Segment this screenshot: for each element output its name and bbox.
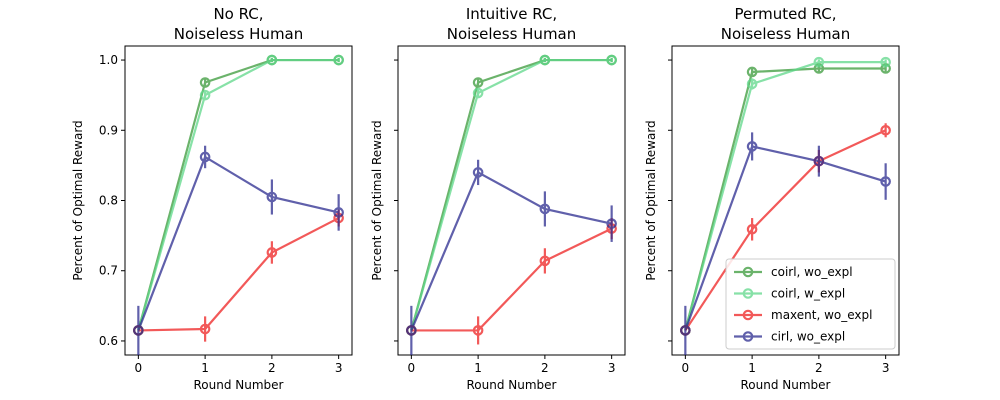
panel-title-line1: Intuitive RC,: [466, 5, 557, 23]
legend-label: coirl, w_expl: [771, 287, 845, 301]
x-tick-label: 2: [815, 361, 823, 375]
x-tick-label: 0: [682, 361, 690, 375]
series-line: [684, 61, 886, 331]
x-axis-label: Round Number: [194, 378, 284, 392]
series-coirl-w-expl: [406, 54, 617, 336]
panel-1: 0 1 2 3 0.6 0.7 0.8 0.9 1.0 Round Number Percent o…: [71, 5, 353, 392]
series-coirl-wo-expl: [406, 54, 617, 336]
series-cirl-wo-expl: [133, 145, 344, 355]
data-point: [199, 323, 211, 335]
legend-marker: [742, 309, 754, 321]
data-point: [199, 151, 211, 163]
data-point: [746, 141, 758, 152]
panel-title-line1: No RC,: [213, 5, 263, 23]
x-tick-label: 1: [474, 361, 482, 375]
x-tick-label: 3: [882, 361, 890, 375]
y-tick-label: 0.9: [99, 123, 118, 137]
data-point: [266, 191, 278, 203]
x-tick-label: 0: [135, 361, 143, 375]
x-tick-label: 2: [268, 361, 276, 375]
series-line: [137, 58, 339, 331]
data-point: [880, 56, 891, 68]
panel-title-line2: Noiseless Human: [447, 25, 577, 43]
panel-title-line2: Noiseless Human: [721, 25, 851, 43]
data-point: [680, 325, 691, 336]
panel-2: 0 1 2 3 Round Number Percent of Optimal Rewar…: [370, 5, 626, 392]
data-point: [813, 56, 825, 68]
legend-marker: [742, 331, 754, 342]
series-line: [410, 58, 612, 331]
series-line: [410, 170, 612, 331]
series-line: [138, 217, 340, 332]
legend-entry: [734, 288, 762, 299]
legend-label: maxent, wo_expl: [771, 308, 872, 322]
x-tick-label: 0: [408, 361, 416, 375]
data-point: [333, 54, 344, 66]
data-point: [813, 155, 825, 167]
data-point: [606, 54, 617, 66]
series-line: [684, 67, 886, 331]
y-tick-label: 0.8: [99, 194, 118, 208]
data-point: [472, 87, 484, 99]
data-point: [333, 207, 344, 218]
x-axis-label: Round Number: [741, 378, 831, 392]
series-line: [137, 155, 339, 331]
x-axis-label: Round Number: [467, 378, 557, 392]
data-point: [880, 124, 891, 136]
x-tick-label: 1: [201, 361, 209, 375]
data-point: [199, 89, 211, 101]
y-tick-label: 0.7: [99, 264, 118, 278]
series-line: [411, 227, 613, 332]
series-coirl-w-expl: [133, 54, 344, 336]
series-coirl-wo-expl: [133, 54, 344, 336]
data-point: [472, 167, 484, 178]
y-axis-label: Percent of Optimal Reward: [370, 120, 384, 280]
axes-frame: [124, 45, 353, 356]
data-point: [746, 78, 758, 90]
data-point: [539, 203, 551, 215]
data-point: [266, 247, 278, 258]
y-axis-label: Percent of Optimal Reward: [71, 120, 85, 280]
data-point: [266, 54, 278, 66]
legend-marker: [742, 266, 754, 278]
x-tick-label: 3: [335, 361, 343, 375]
y-tick-label: 1.0: [99, 53, 118, 67]
series-line: [684, 145, 886, 331]
data-point: [472, 77, 484, 88]
legend: coirl, wo_expl coirl, w_expl maxent, wo_ex…: [725, 258, 896, 350]
y-tick-label: 0.6: [99, 334, 118, 348]
series-line: [684, 129, 887, 332]
data-point: [539, 54, 551, 66]
x-tick-label: 3: [608, 361, 616, 375]
panel-3: 0 1 2 3 Round Number Percent of Optimal Rewar…: [644, 5, 900, 392]
x-tick-label: 2: [541, 361, 549, 375]
legend-label: coirl, wo_expl: [771, 265, 853, 279]
data-point: [606, 218, 617, 229]
x-tick-label: 1: [748, 361, 756, 375]
data-point: [406, 325, 417, 336]
panel-title-line2: Noiseless Human: [174, 25, 304, 43]
data-point: [199, 77, 211, 88]
data-point: [133, 325, 144, 336]
data-point: [746, 223, 758, 235]
legend-entry: [734, 331, 762, 342]
legend-box: [725, 258, 896, 350]
data-point: [880, 176, 891, 187]
axes-frame: [397, 45, 626, 356]
series-line: [410, 58, 612, 331]
y-axis-label: Percent of Optimal Reward: [644, 120, 658, 280]
panel-title-line1: Permuted RC,: [734, 5, 836, 23]
series-cirl-wo-expl: [680, 132, 891, 355]
data-point: [539, 255, 551, 267]
legend-label: cirl, wo_expl: [771, 330, 845, 344]
data-point: [746, 66, 758, 78]
legend-entry: [734, 266, 762, 278]
legend-entry: [734, 309, 762, 321]
legend-marker: [742, 288, 754, 299]
data-point: [472, 325, 484, 336]
series-cirl-wo-expl: [406, 159, 617, 355]
